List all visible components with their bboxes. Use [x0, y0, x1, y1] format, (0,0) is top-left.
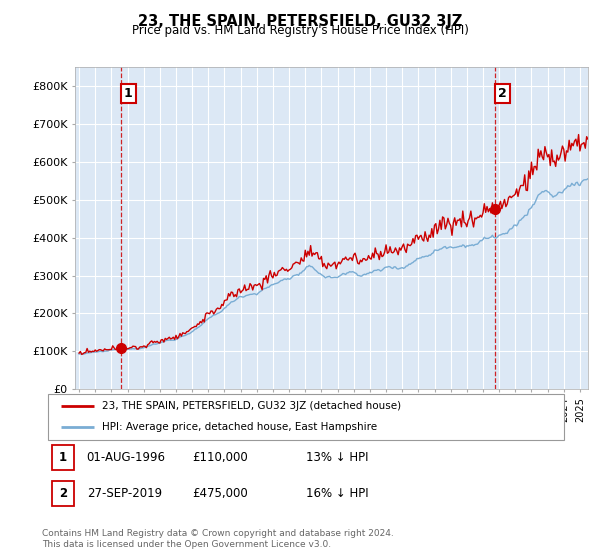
- FancyBboxPatch shape: [52, 445, 74, 470]
- Text: 23, THE SPAIN, PETERSFIELD, GU32 3JZ (detached house): 23, THE SPAIN, PETERSFIELD, GU32 3JZ (de…: [102, 401, 401, 411]
- Text: 27-SEP-2019: 27-SEP-2019: [86, 487, 162, 500]
- Text: £475,000: £475,000: [193, 487, 248, 500]
- Text: 01-AUG-1996: 01-AUG-1996: [86, 451, 166, 464]
- FancyBboxPatch shape: [52, 481, 74, 506]
- Text: 2: 2: [59, 487, 67, 500]
- Text: 1: 1: [59, 451, 67, 464]
- Text: Contains HM Land Registry data © Crown copyright and database right 2024.
This d: Contains HM Land Registry data © Crown c…: [42, 529, 394, 549]
- Text: 2: 2: [499, 87, 507, 100]
- Text: 23, THE SPAIN, PETERSFIELD, GU32 3JZ: 23, THE SPAIN, PETERSFIELD, GU32 3JZ: [138, 14, 462, 29]
- Text: HPI: Average price, detached house, East Hampshire: HPI: Average price, detached house, East…: [102, 422, 377, 432]
- Text: 1: 1: [124, 87, 133, 100]
- Text: 16% ↓ HPI: 16% ↓ HPI: [306, 487, 368, 500]
- Text: £110,000: £110,000: [193, 451, 248, 464]
- Text: Price paid vs. HM Land Registry's House Price Index (HPI): Price paid vs. HM Land Registry's House …: [131, 24, 469, 37]
- Text: 13% ↓ HPI: 13% ↓ HPI: [306, 451, 368, 464]
- FancyBboxPatch shape: [48, 394, 564, 440]
